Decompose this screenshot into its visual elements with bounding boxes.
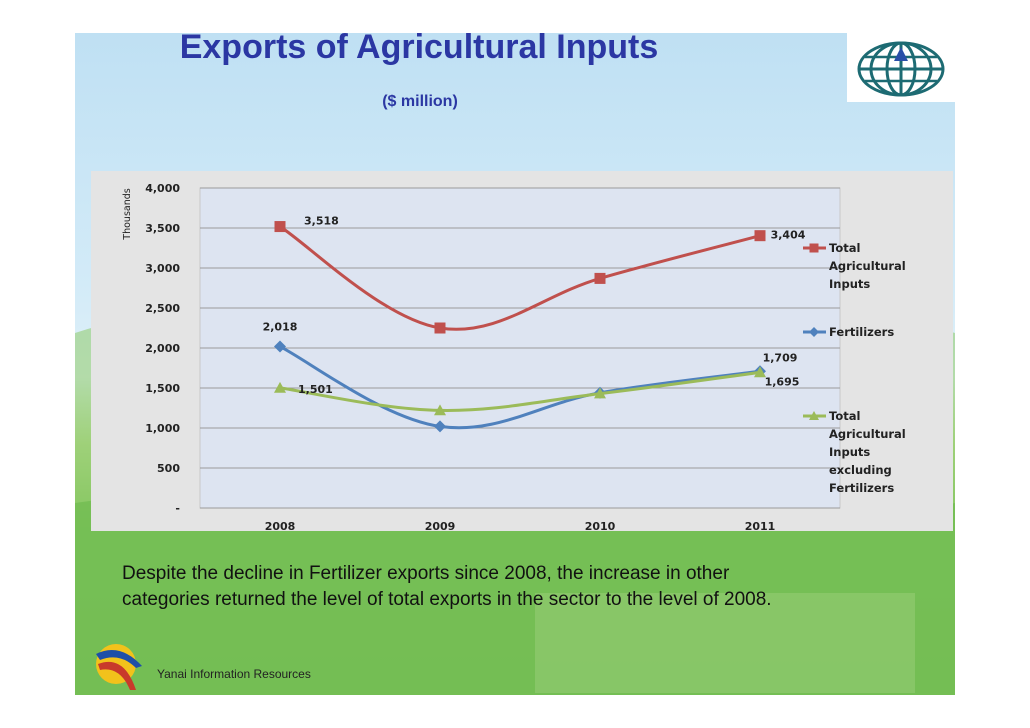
y-tick-label: 500 xyxy=(157,462,180,475)
data-point-marker xyxy=(274,221,286,233)
legend-label: Total xyxy=(829,409,860,423)
data-label: 1,501 xyxy=(298,383,333,396)
legend-label: Inputs xyxy=(829,277,870,291)
legend-swatch-marker xyxy=(809,411,819,420)
caption-line-2: categories returned the level of total e… xyxy=(122,589,772,610)
caption-line-1: Despite the decline in Fertilizer export… xyxy=(122,563,730,584)
x-tick-label: 2009 xyxy=(425,520,456,533)
x-tick-label: 2008 xyxy=(265,520,296,533)
legend-label: Fertilizers xyxy=(829,325,894,339)
data-point-marker xyxy=(434,420,446,433)
y-tick-label: 3,000 xyxy=(145,262,180,275)
legend-label: Agricultural xyxy=(829,427,906,441)
y-tick-label: 2,500 xyxy=(145,302,180,315)
y-tick-label: 3,500 xyxy=(145,222,180,235)
y-tick-label: 1,500 xyxy=(145,382,180,395)
series-line xyxy=(279,225,761,331)
series-line xyxy=(279,370,761,412)
data-point-marker xyxy=(594,387,606,399)
data-label: 3,518 xyxy=(304,215,339,228)
x-tick-label: 2010 xyxy=(585,520,616,533)
data-label: 1,709 xyxy=(763,351,798,364)
legend-label: excluding xyxy=(829,463,892,477)
data-point-marker xyxy=(434,404,446,416)
footer-credit: Yanai Information Resources xyxy=(157,667,311,681)
data-point-marker xyxy=(274,381,286,393)
data-point-marker xyxy=(434,322,446,334)
series-line xyxy=(279,345,761,430)
data-point-marker xyxy=(754,230,766,242)
x-tick-label: 2011 xyxy=(745,520,776,533)
swoosh-logo-icon xyxy=(96,644,142,690)
legend-label: Inputs xyxy=(829,445,870,459)
legend-label: Total xyxy=(829,241,860,255)
y-tick-label: 2,000 xyxy=(145,342,180,355)
data-label: 3,404 xyxy=(771,229,806,242)
data-point-marker xyxy=(754,366,766,378)
data-point-marker xyxy=(274,340,286,353)
data-label: 2,018 xyxy=(263,321,298,334)
y-axis-label: Thousands xyxy=(122,188,133,240)
y-tick-label: 1,000 xyxy=(145,422,180,435)
data-point-marker xyxy=(594,272,606,284)
legend-label: Fertilizers xyxy=(829,481,894,495)
legend-swatch-marker xyxy=(809,243,819,253)
page-subtitle: ($ million) xyxy=(382,93,458,110)
legend-label: Agricultural xyxy=(829,259,906,273)
y-tick-label: - xyxy=(175,502,180,515)
caption: Despite the decline in Fertilizer export… xyxy=(122,561,922,613)
logo-box xyxy=(847,33,955,102)
globe-arrow-icon xyxy=(857,41,945,97)
legend-swatch-marker xyxy=(809,327,819,337)
data-label: 1,695 xyxy=(765,375,800,388)
page-title: Exports of Agricultural Inputs xyxy=(179,28,659,66)
y-tick-label: 4,000 xyxy=(145,182,180,195)
